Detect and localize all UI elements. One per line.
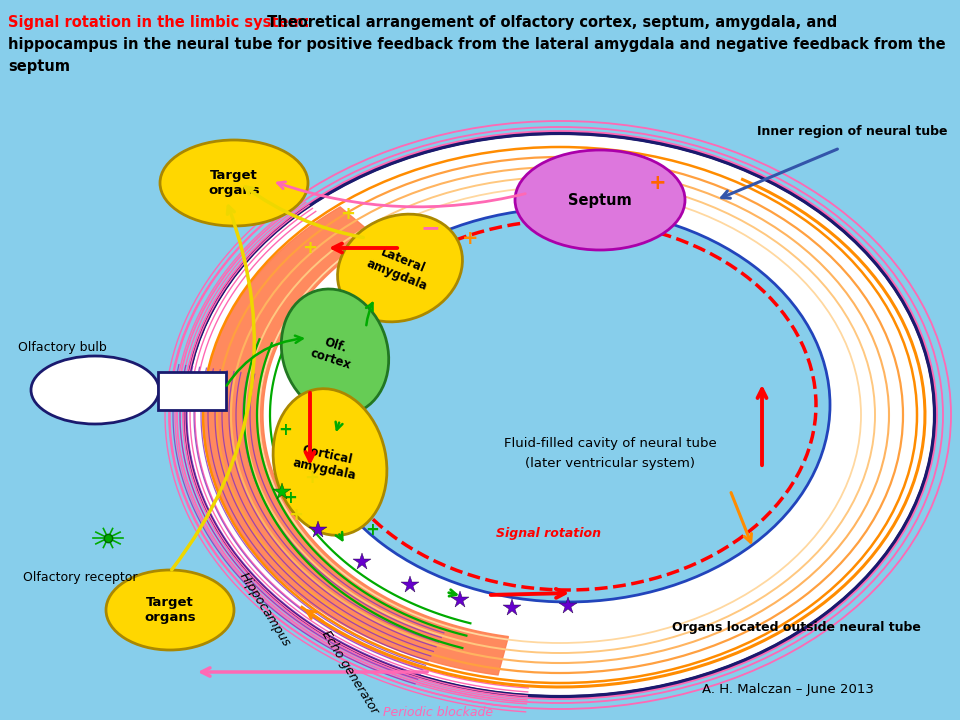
Text: Theoretical arrangement of olfactory cortex, septum, amygdala, and: Theoretical arrangement of olfactory cor… [262, 15, 837, 30]
Text: Hippocampus: Hippocampus [237, 570, 293, 649]
Text: +: + [289, 506, 303, 524]
Text: +: + [283, 489, 297, 507]
Text: Cortical
amygdala: Cortical amygdala [292, 441, 360, 482]
Text: Signal rotation: Signal rotation [495, 526, 601, 539]
Text: Olf.
cortex: Olf. cortex [309, 332, 357, 372]
Text: +: + [302, 239, 318, 257]
Ellipse shape [281, 289, 389, 415]
Text: +: + [649, 173, 667, 193]
Text: Inner region of neural tube: Inner region of neural tube [756, 125, 948, 138]
Text: hippocampus in the neural tube for positive feedback from the lateral amygdala a: hippocampus in the neural tube for posit… [8, 37, 946, 52]
Text: Olfactory bulb: Olfactory bulb [17, 341, 107, 354]
Text: Signal rotation in the limbic system:: Signal rotation in the limbic system: [8, 15, 310, 30]
Polygon shape [203, 207, 509, 675]
Text: septum: septum [8, 59, 70, 74]
Ellipse shape [338, 214, 463, 322]
Ellipse shape [106, 570, 234, 650]
Ellipse shape [515, 150, 685, 250]
Text: +: + [365, 521, 379, 539]
Text: Target
organs: Target organs [144, 596, 196, 624]
Text: Periodic blockade: Periodic blockade [383, 706, 493, 719]
Ellipse shape [160, 140, 308, 226]
Text: +: + [304, 469, 320, 487]
Text: Organs located outside neural tube: Organs located outside neural tube [672, 621, 921, 634]
Text: Septum: Septum [568, 192, 632, 207]
Text: Fluid-filled cavity of neural tube: Fluid-filled cavity of neural tube [504, 436, 716, 449]
Text: +: + [341, 205, 355, 223]
Text: +: + [462, 228, 478, 248]
Ellipse shape [185, 133, 935, 697]
Text: (later ventricular system): (later ventricular system) [525, 456, 695, 469]
Ellipse shape [273, 389, 387, 535]
Ellipse shape [31, 356, 159, 424]
Text: Lateral
amygdala: Lateral amygdala [365, 243, 435, 293]
Text: Target
organs: Target organs [208, 169, 260, 197]
FancyBboxPatch shape [158, 372, 226, 410]
Text: −: − [420, 216, 440, 240]
Text: Echo generator: Echo generator [319, 628, 381, 716]
Text: +: + [278, 421, 292, 439]
Text: Olfactory receptor: Olfactory receptor [23, 572, 137, 585]
Ellipse shape [306, 208, 830, 602]
Text: A. H. Malczan – June 2013: A. H. Malczan – June 2013 [702, 683, 874, 696]
